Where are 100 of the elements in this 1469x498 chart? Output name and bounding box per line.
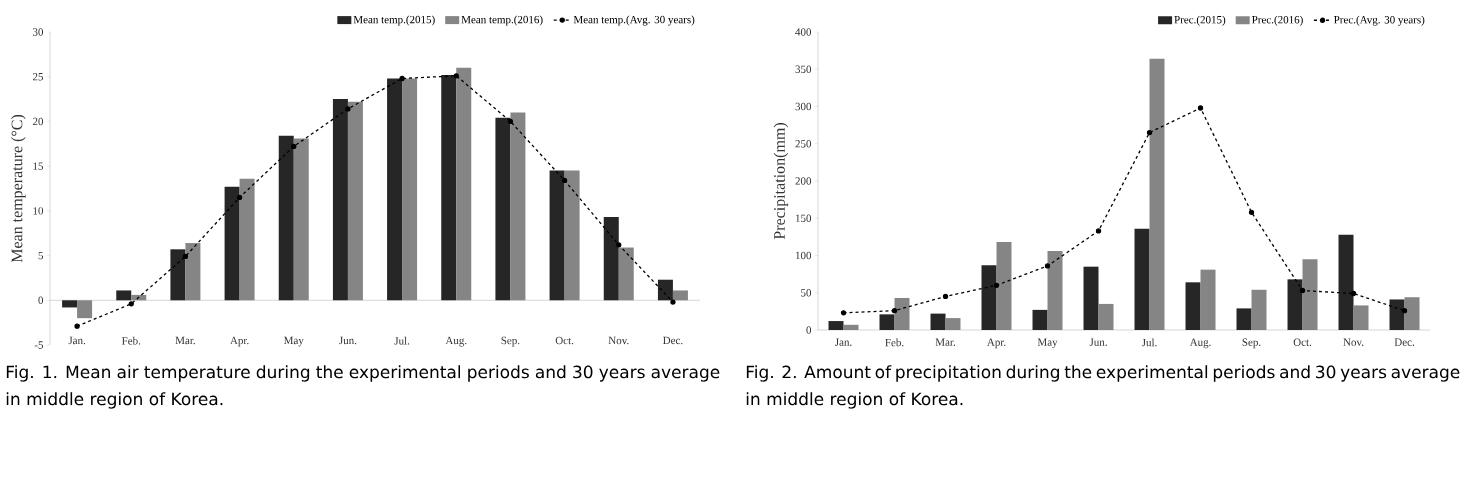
point bbox=[453, 73, 459, 79]
x-tick-label: Jun. bbox=[339, 336, 357, 345]
point bbox=[1401, 307, 1408, 314]
bar bbox=[1032, 309, 1048, 330]
x-tick-label: Jul. bbox=[394, 336, 410, 345]
point bbox=[291, 143, 297, 150]
point bbox=[1095, 228, 1102, 234]
x-tick-label: Dec. bbox=[663, 336, 683, 345]
bar bbox=[1251, 289, 1267, 330]
x-tick-label: Jan. bbox=[835, 338, 852, 346]
legend-label: Mean temp.(2015) bbox=[353, 15, 435, 26]
bar bbox=[981, 265, 997, 330]
x-tick-label: Jan. bbox=[68, 336, 86, 345]
bar bbox=[1338, 234, 1354, 330]
bar bbox=[930, 313, 946, 330]
x-tick-label: Mar. bbox=[175, 336, 195, 345]
y-tick-label: 5 bbox=[38, 251, 44, 260]
bar bbox=[332, 99, 348, 301]
bar bbox=[1404, 297, 1420, 330]
x-tick-label: May bbox=[1037, 338, 1058, 349]
bar bbox=[1236, 308, 1252, 330]
bar bbox=[1302, 259, 1318, 330]
bar bbox=[657, 279, 673, 301]
x-tick-label: Dec. bbox=[1394, 338, 1415, 346]
point bbox=[1197, 105, 1204, 111]
y-tick-label: -5 bbox=[34, 341, 44, 349]
point bbox=[128, 301, 134, 307]
x-tick-label: Nov. bbox=[1343, 338, 1364, 346]
y-axis-title: Mean temperature (°C) bbox=[11, 114, 26, 263]
x-tick-label: Oct. bbox=[555, 336, 574, 345]
x-tick-label: Oct. bbox=[1293, 338, 1312, 346]
bar bbox=[1098, 303, 1114, 330]
x-tick-label: Feb. bbox=[121, 336, 141, 345]
bar bbox=[77, 300, 93, 319]
bar bbox=[1389, 299, 1405, 330]
y-tick-label: 0 bbox=[38, 296, 44, 304]
y-tick-label: 15 bbox=[33, 162, 44, 170]
bar bbox=[603, 217, 619, 301]
point bbox=[1248, 209, 1255, 215]
bar bbox=[1134, 228, 1150, 330]
legend-label: Mean temp.(Avg. 30 years) bbox=[573, 15, 695, 26]
bar bbox=[996, 242, 1012, 330]
y-tick-label: 400 bbox=[795, 28, 812, 36]
y-tick-label: 0 bbox=[806, 326, 812, 334]
bar bbox=[495, 117, 511, 301]
legend-label: Prec.(2015) bbox=[1174, 15, 1226, 26]
y-tick-label: 50 bbox=[801, 289, 812, 297]
bar bbox=[1185, 282, 1201, 330]
bar bbox=[116, 290, 132, 301]
bar bbox=[879, 314, 895, 330]
point bbox=[840, 310, 847, 316]
y-axis-title: Precipitation(mm) bbox=[773, 123, 789, 240]
bar bbox=[894, 297, 910, 330]
x-tick-label: Jun. bbox=[1089, 338, 1107, 346]
y-tick-label: 20 bbox=[32, 117, 44, 126]
legend-label: Mean temp.(2016) bbox=[461, 15, 543, 26]
x-tick-label: Mar. bbox=[935, 338, 956, 346]
point bbox=[670, 299, 676, 305]
bar bbox=[1149, 58, 1165, 330]
x-tick-label: Nov. bbox=[608, 336, 629, 345]
y-tick-label: 10 bbox=[33, 207, 44, 215]
x-tick-label: Sep. bbox=[1242, 338, 1261, 349]
y-tick-label: 25 bbox=[32, 73, 44, 81]
x-tick-label: Apr. bbox=[230, 336, 249, 347]
point bbox=[345, 106, 351, 112]
y-tick-label: 150 bbox=[795, 214, 812, 222]
point bbox=[1350, 290, 1357, 297]
x-tick-label: May bbox=[283, 336, 304, 347]
point bbox=[942, 293, 949, 300]
point bbox=[236, 194, 243, 201]
point bbox=[561, 177, 568, 184]
point bbox=[182, 253, 189, 260]
bar bbox=[618, 247, 634, 301]
bar bbox=[456, 67, 472, 301]
bar bbox=[170, 249, 186, 301]
bar bbox=[293, 138, 309, 301]
x-tick-label: Aug. bbox=[445, 336, 467, 347]
bar bbox=[843, 324, 859, 330]
bar bbox=[62, 300, 78, 308]
bar bbox=[387, 78, 403, 301]
bar bbox=[1353, 305, 1369, 330]
x-tick-label: Sep. bbox=[501, 336, 520, 347]
y-tick-label: 350 bbox=[795, 65, 812, 73]
caption: Fig. 1. Mean air temperature during the experimental periods and 30 years average in middle region of Korea. bbox=[6, 365, 720, 409]
bar bbox=[672, 290, 688, 301]
y-tick-label: 30 bbox=[33, 28, 44, 36]
y-tick-label: 100 bbox=[795, 251, 812, 260]
bar bbox=[1287, 279, 1303, 330]
point bbox=[507, 118, 514, 125]
bar bbox=[441, 74, 457, 301]
bar bbox=[828, 321, 844, 330]
legend-label: Prec.(Avg. 30 years) bbox=[1334, 15, 1425, 26]
bar bbox=[402, 78, 418, 301]
bar bbox=[1047, 251, 1063, 330]
y-tick-label: 250 bbox=[795, 140, 812, 148]
x-tick-label: Aug. bbox=[1189, 338, 1211, 349]
bar bbox=[549, 170, 565, 301]
bar bbox=[347, 101, 363, 301]
bar bbox=[945, 318, 961, 330]
point bbox=[399, 75, 405, 82]
